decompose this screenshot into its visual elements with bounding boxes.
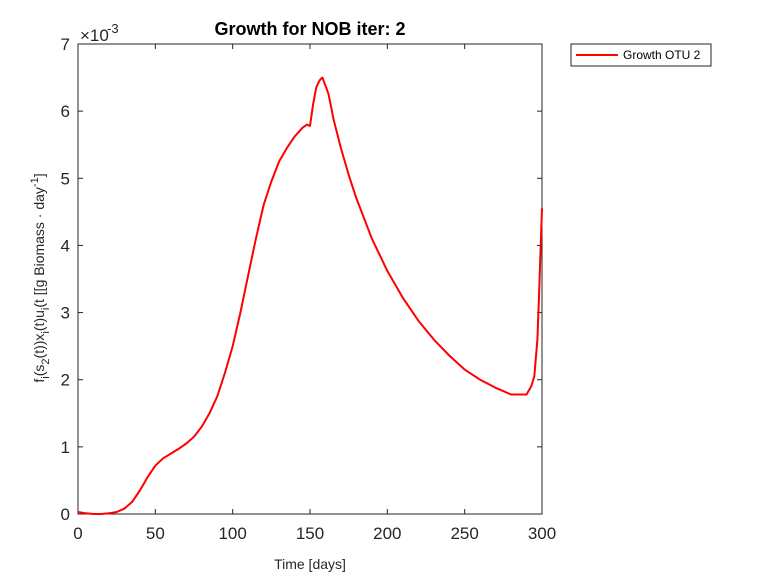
y-label-sub-i: i [40, 376, 52, 378]
series-line-growth-otu-2 [77, 76, 543, 515]
y-label-sub-2: 2 [40, 358, 52, 364]
series-layer [77, 76, 543, 515]
y-exponent: -3 [107, 21, 119, 36]
legend-box [570, 43, 712, 67]
y-tick-label: 1 [61, 438, 70, 457]
y-label-sup: -1 [29, 177, 41, 187]
x-tick-label: 200 [373, 524, 401, 543]
y-label-open: (s [31, 365, 47, 377]
y-axis-label: fi(s2(t))xi(t)ui(t [[g Biomass · day-1] [29, 173, 52, 382]
x-tick-label: 100 [218, 524, 246, 543]
axes-box [77, 43, 543, 515]
y-tick-label: 7 [61, 35, 70, 54]
y-tick-label: 0 [61, 505, 70, 524]
y-label-u: (t)u [31, 310, 47, 331]
x-tick-label: 300 [528, 524, 556, 543]
y-label-f: f [31, 379, 47, 383]
y-label-close: ] [31, 173, 47, 177]
y-tick-label: 6 [61, 102, 70, 121]
y-tick-label: 5 [61, 169, 70, 188]
y-tick-label: 4 [61, 236, 70, 255]
y-tick-label: 3 [61, 304, 70, 323]
y-label-units: (t [[g Biomass · day [31, 187, 47, 308]
x-tick-label: 250 [450, 524, 478, 543]
y-label-sub-i-2: i [40, 331, 52, 333]
tick-marks [77, 43, 543, 515]
y-label-x: (t))x [31, 334, 47, 359]
tick-labels: 0 50 100 150 200 250 300 0 1 2 3 4 5 6 7 [61, 35, 557, 543]
y-label-sub-i-3: i [40, 308, 52, 310]
legend-label-growth-otu-2: Growth OTU 2 [623, 48, 701, 62]
x-tick-label: 50 [146, 524, 165, 543]
y-exponent-prefix: ×10 [80, 26, 109, 45]
x-axis-label: Time [days] [274, 556, 346, 572]
x-tick-label: 150 [296, 524, 324, 543]
y-tick-label: 2 [61, 371, 70, 390]
legend: Growth OTU 2 [570, 43, 712, 67]
x-tick-label: 0 [73, 524, 82, 543]
chart-title: Growth for NOB iter: 2 [214, 19, 405, 39]
plot-area: 0 50 100 150 200 250 300 0 1 2 3 4 5 6 7 [61, 35, 557, 543]
